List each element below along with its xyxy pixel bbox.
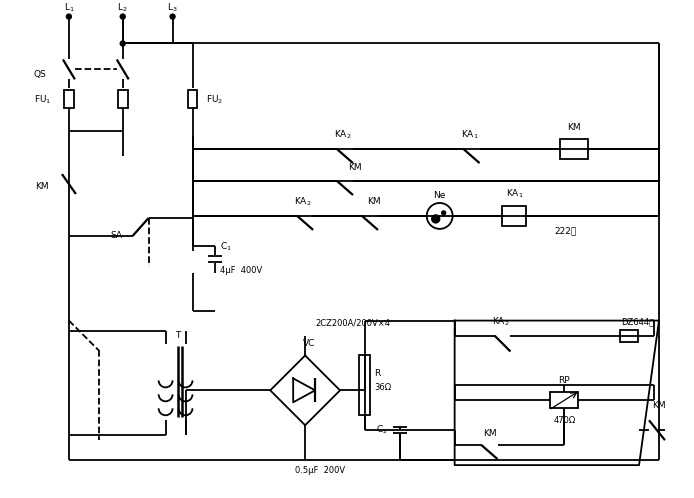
Bar: [359, 356, 371, 415]
Text: 36Ω: 36Ω: [374, 383, 391, 392]
Text: L$_3$: L$_3$: [167, 1, 178, 14]
Text: KM: KM: [348, 162, 362, 172]
Text: KA$_1$: KA$_1$: [461, 129, 478, 141]
Text: KM: KM: [35, 182, 49, 191]
Text: 0.5μF  200V: 0.5μF 200V: [295, 466, 346, 475]
Circle shape: [120, 14, 125, 19]
Circle shape: [432, 215, 440, 223]
Text: C$_2$: C$_2$: [376, 424, 388, 436]
Text: 222型: 222型: [555, 227, 577, 236]
Circle shape: [120, 41, 125, 46]
Text: L$_1$: L$_1$: [64, 1, 74, 14]
Bar: [187, 90, 198, 108]
Text: DZ644型: DZ644型: [621, 317, 654, 326]
Text: FU$_2$: FU$_2$: [206, 93, 223, 106]
Text: KA$_1$: KA$_1$: [506, 188, 523, 200]
Bar: [502, 206, 527, 226]
Text: 470Ω: 470Ω: [553, 416, 575, 425]
Text: KM: KM: [483, 429, 496, 438]
Text: KA$_2$: KA$_2$: [335, 129, 352, 141]
Text: C$_1$: C$_1$: [221, 241, 232, 253]
Text: KM: KM: [568, 123, 581, 131]
Text: KM: KM: [367, 198, 381, 207]
Text: SA: SA: [111, 232, 123, 241]
Bar: [64, 90, 74, 108]
Text: L$_2$: L$_2$: [117, 1, 128, 14]
Bar: [620, 330, 638, 342]
Text: RP: RP: [559, 376, 570, 385]
Text: 2CZ200A/200V×4: 2CZ200A/200V×4: [315, 318, 390, 327]
Bar: [560, 139, 589, 159]
Text: KA$_2$: KA$_2$: [294, 196, 312, 208]
Text: R: R: [374, 369, 380, 378]
Text: KA$_2$: KA$_2$: [492, 315, 509, 328]
Circle shape: [441, 211, 446, 215]
Text: 4μF  400V: 4μF 400V: [221, 266, 262, 275]
Bar: [550, 392, 578, 408]
Text: KM: KM: [652, 401, 666, 410]
Circle shape: [170, 14, 175, 19]
Text: VC: VC: [303, 339, 315, 348]
Text: Ne: Ne: [434, 192, 446, 201]
Bar: [118, 90, 128, 108]
Text: QS: QS: [33, 70, 46, 79]
Text: T: T: [175, 331, 180, 340]
Circle shape: [67, 14, 71, 19]
Text: FU$_1$: FU$_1$: [33, 93, 51, 106]
